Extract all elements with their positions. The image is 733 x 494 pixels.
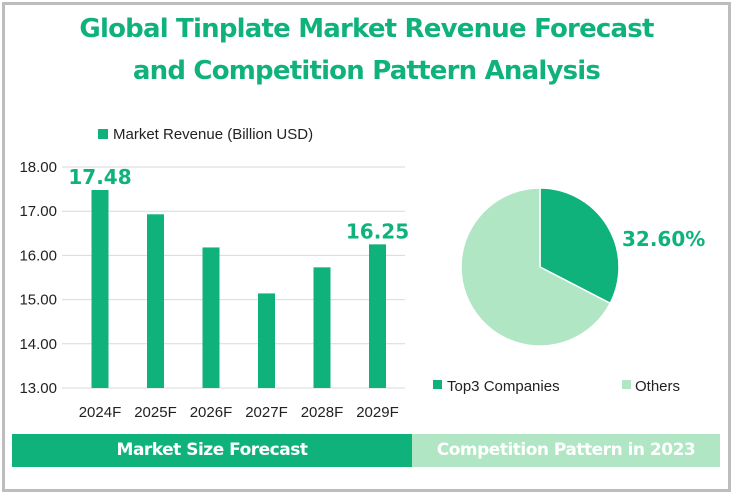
x-tick-label: 2029F — [356, 404, 399, 421]
bar-legend-swatch — [98, 129, 108, 139]
y-tick-label: 15.00 — [19, 292, 57, 309]
bar-data-label: 16.25 — [346, 219, 409, 243]
bar-chart: Market Revenue (Billion USD) 13.00 14.00 1… — [19, 126, 409, 421]
pie-slice-others — [460, 187, 612, 347]
x-tick-label: 2027F — [245, 404, 288, 421]
x-tick-label: 2025F — [134, 404, 177, 421]
bar-2024F — [91, 189, 109, 388]
pie-legend-label-top3: Top3 Companies — [447, 378, 560, 395]
bar-2027F — [258, 293, 275, 388]
y-tick-label: 14.00 — [19, 336, 57, 353]
x-tick-label: 2028F — [301, 404, 344, 421]
chart-title-line1: Global Tinplate Market Revenue Forecast — [79, 14, 654, 44]
pie-legend-swatch-top3 — [433, 380, 442, 389]
x-tick-label: 2026F — [190, 404, 233, 421]
bar-2026F — [202, 247, 220, 388]
section-label-competition: Competition Pattern in 2023 — [412, 434, 720, 467]
pie-data-label: 32.60% — [622, 227, 705, 251]
y-tick-label: 16.00 — [19, 247, 57, 264]
bar-legend-label: Market Revenue (Billion USD) — [113, 126, 313, 143]
bar-2025F — [147, 214, 164, 388]
y-tick-label: 13.00 — [19, 380, 57, 397]
chart-title-line2: and Competition Pattern Analysis — [132, 56, 601, 86]
pie-chart: 32.60% Top3 Companies Others — [433, 187, 705, 395]
y-tick-label: 18.00 — [19, 159, 57, 176]
x-tick-label: 2024F — [79, 404, 122, 421]
y-tick-label: 17.00 — [19, 203, 57, 220]
pie-slice-top3-companies — [539, 187, 620, 305]
bar-data-label: 17.48 — [68, 165, 131, 189]
pie-legend-swatch-others — [622, 380, 631, 389]
pie-legend-label-others: Others — [635, 378, 680, 395]
bar-2028F — [313, 267, 331, 388]
section-label-market-size: Market Size Forecast — [12, 434, 412, 467]
bar-2029F — [369, 244, 386, 388]
